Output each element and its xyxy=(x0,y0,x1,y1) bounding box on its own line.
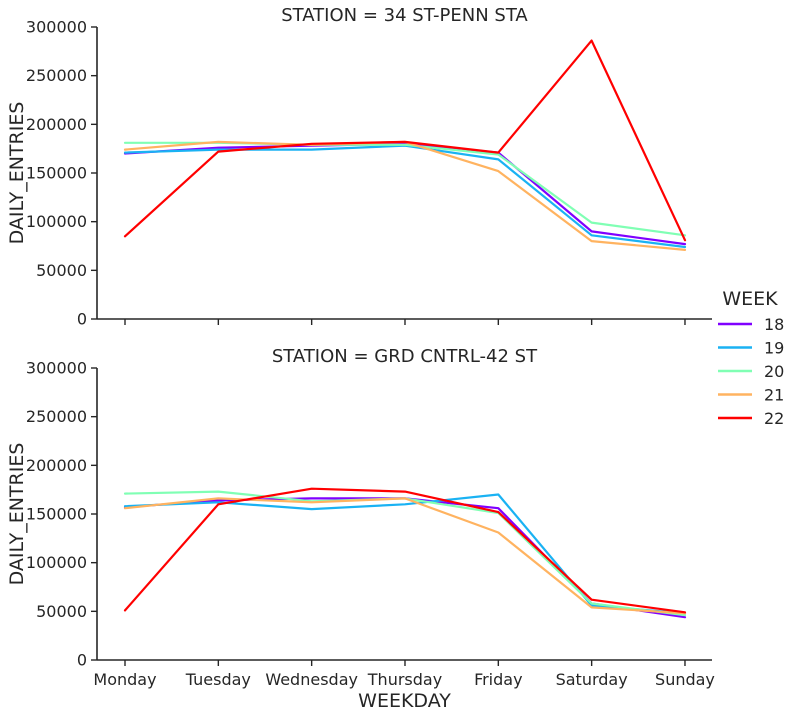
y-axis-label: DAILY_ENTRIES xyxy=(6,443,28,586)
legend-label-week-18: 18 xyxy=(764,315,784,334)
x-tick-label: Monday xyxy=(93,670,156,689)
y-tick-label: 100000 xyxy=(26,553,87,572)
y-tick-label: 100000 xyxy=(26,212,87,231)
x-tick-label: Thursday xyxy=(367,670,442,689)
y-tick-label: 150000 xyxy=(26,505,87,524)
legend-label-week-22: 22 xyxy=(764,409,784,428)
y-axis-label: DAILY_ENTRIES xyxy=(6,102,28,245)
y-tick-label: 150000 xyxy=(26,164,87,183)
legend-label-week-19: 19 xyxy=(764,339,784,358)
x-tick-label: Tuesday xyxy=(185,670,251,689)
y-tick-label: 250000 xyxy=(26,66,87,85)
legend: WEEK 18 19 20 21 22 xyxy=(718,288,784,428)
y-tick-label: 250000 xyxy=(26,407,87,426)
y-tick-label: 50000 xyxy=(36,261,87,280)
y-tick-label: 200000 xyxy=(26,115,87,134)
series-line-week-20 xyxy=(123,490,687,617)
series-line-week-21 xyxy=(123,497,687,615)
x-tick-label: Friday xyxy=(474,670,523,689)
y-tick-label: 200000 xyxy=(26,456,87,475)
legend-label-week-21: 21 xyxy=(764,386,784,405)
y-tick-label: 50000 xyxy=(36,602,87,621)
x-tick-label: Saturday xyxy=(556,670,628,689)
legend-label-week-20: 20 xyxy=(764,362,784,381)
series-line-week-22 xyxy=(123,39,687,242)
series-line-week-19 xyxy=(123,493,687,615)
facet-panel-1: STATION = 34 ST-PENN STA DAILY_ENTRIES 0 50… xyxy=(6,5,712,329)
y-tick-label: 0 xyxy=(77,651,87,670)
facet-panel-2: STATION = GRD CNTRL-42 ST DAILY_ENTRIES 0 5… xyxy=(6,346,715,712)
y-tick-label: 300000 xyxy=(26,359,87,378)
panel-title: STATION = 34 ST-PENN STA xyxy=(281,5,528,26)
series-line-week-20 xyxy=(123,141,687,237)
y-tick-label: 0 xyxy=(77,310,87,329)
series-line-week-22 xyxy=(123,487,687,614)
x-tick-label: Wednesday xyxy=(265,670,358,689)
x-axis-label: WEEKDAY xyxy=(358,690,451,712)
legend-title: WEEK xyxy=(722,288,778,310)
panel-title: STATION = GRD CNTRL-42 ST xyxy=(272,346,538,367)
x-tick-label: Sunday xyxy=(655,670,715,689)
y-tick-label: 300000 xyxy=(26,18,87,37)
